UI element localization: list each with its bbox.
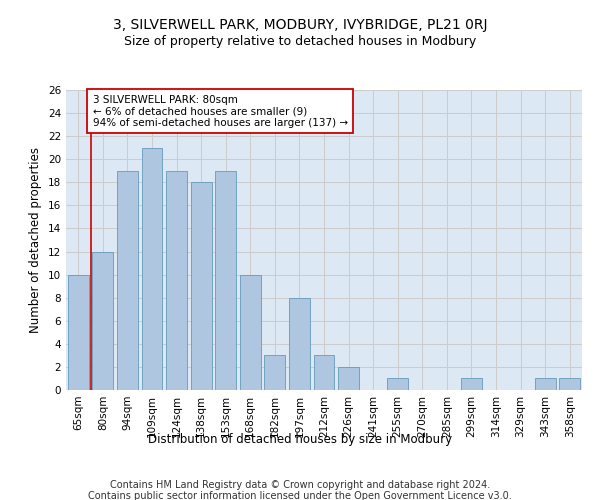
Bar	[461, 378, 482, 390]
Text: Size of property relative to detached houses in Modbury: Size of property relative to detached ho…	[124, 35, 476, 48]
Text: Contains public sector information licensed under the Open Government Licence v3: Contains public sector information licen…	[88, 491, 512, 500]
Text: Contains HM Land Registry data © Crown copyright and database right 2024.: Contains HM Land Registry data © Crown c…	[110, 480, 490, 490]
Bar	[265, 356, 286, 390]
Bar	[68, 274, 89, 390]
Y-axis label: Number of detached properties: Number of detached properties	[29, 147, 43, 333]
Bar	[535, 378, 556, 390]
Bar	[191, 182, 212, 390]
Bar	[92, 252, 113, 390]
Text: 3 SILVERWELL PARK: 80sqm
← 6% of detached houses are smaller (9)
94% of semi-det: 3 SILVERWELL PARK: 80sqm ← 6% of detache…	[92, 94, 347, 128]
Bar	[289, 298, 310, 390]
Bar	[559, 378, 580, 390]
Bar	[338, 367, 359, 390]
Text: Distribution of detached houses by size in Modbury: Distribution of detached houses by size …	[148, 432, 452, 446]
Bar	[142, 148, 163, 390]
Bar	[387, 378, 408, 390]
Bar	[166, 171, 187, 390]
Bar	[314, 356, 334, 390]
Bar	[240, 274, 261, 390]
Bar	[215, 171, 236, 390]
Text: 3, SILVERWELL PARK, MODBURY, IVYBRIDGE, PL21 0RJ: 3, SILVERWELL PARK, MODBURY, IVYBRIDGE, …	[113, 18, 487, 32]
Bar	[117, 171, 138, 390]
